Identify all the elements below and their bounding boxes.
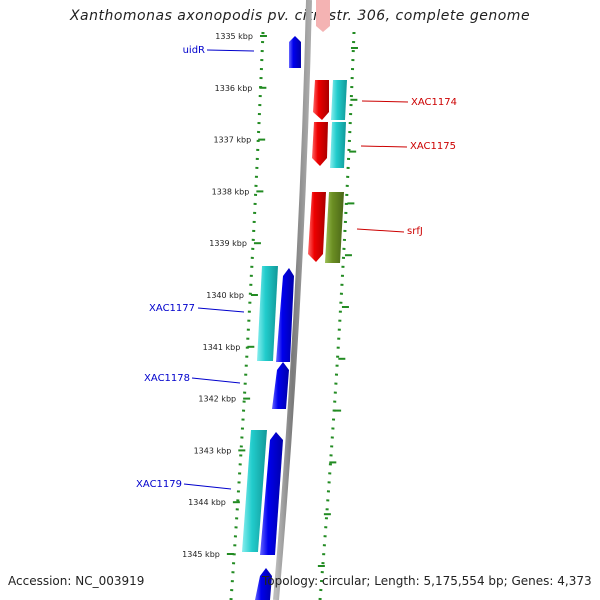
gene-xac1179-blue xyxy=(260,432,283,555)
gene-uidR xyxy=(289,36,301,68)
gene-bottom-fragment xyxy=(255,568,272,600)
gene-xac1174-cyan xyxy=(331,80,347,120)
gene-xac1177-cyan xyxy=(257,266,278,361)
gene-xac1175-red xyxy=(312,122,328,166)
connector-xac1177 xyxy=(197,307,245,313)
gene-xac1177-blue xyxy=(276,268,294,362)
tick-label: 1340 kbp xyxy=(206,291,244,300)
gene-connectors xyxy=(183,49,409,490)
label-uidR: uidR xyxy=(183,45,205,56)
gene-xac1174-red xyxy=(313,80,329,120)
genome-backbone xyxy=(273,0,312,600)
gene-xac1179-cyan xyxy=(242,430,267,552)
label-srfJ: srfJ xyxy=(407,226,423,237)
label-xac1175: XAC1175 xyxy=(410,141,456,152)
tick-label: 1338 kbp xyxy=(212,187,250,196)
genes xyxy=(242,36,347,600)
genome-summary: Topology: circular; Length: 5,175,554 bp… xyxy=(262,574,592,588)
accession-text: Accession: NC_003919 xyxy=(8,574,145,588)
gene-xac1178 xyxy=(272,362,289,409)
tick-label: 1339 kbp xyxy=(209,239,247,248)
connector-xac1179 xyxy=(183,483,232,490)
gene-srfJ-red xyxy=(308,192,326,262)
tick-label: 1336 kbp xyxy=(215,84,253,93)
tick-label: 1345 kbp xyxy=(182,550,220,559)
scale-ticks: 1335 kbp 1336 kbp 1337 kbp 1338 kbp 1339 kbp… xyxy=(182,32,358,567)
connector-xac1178 xyxy=(191,377,241,384)
connector-uidR xyxy=(206,49,255,52)
gene-fragment-top xyxy=(316,0,330,32)
tick-label: 1342 kbp xyxy=(198,395,236,404)
tick-label: 1343 kbp xyxy=(194,446,232,455)
connector-xac1174 xyxy=(361,100,409,103)
connector-srfJ xyxy=(356,228,405,233)
tick-label: 1344 kbp xyxy=(188,498,226,507)
connector-xac1175 xyxy=(360,145,408,148)
label-xac1174: XAC1174 xyxy=(411,97,457,108)
gene-xac1175-cyan xyxy=(330,122,346,168)
tick-label: 1337 kbp xyxy=(213,136,251,145)
gene-labels: uidR XAC1174 XAC1175 srfJ XAC1177 XAC117… xyxy=(136,45,457,490)
label-xac1177: XAC1177 xyxy=(149,303,195,314)
genome-title: Xanthomonas axonopodis pv. citri str. 30… xyxy=(69,8,531,24)
label-xac1179: XAC1179 xyxy=(136,479,182,490)
tick-label: 1335 kbp xyxy=(215,32,253,41)
tick-label: 1341 kbp xyxy=(203,343,241,352)
gene-srfJ-olive xyxy=(325,192,344,263)
label-xac1178: XAC1178 xyxy=(144,373,190,384)
